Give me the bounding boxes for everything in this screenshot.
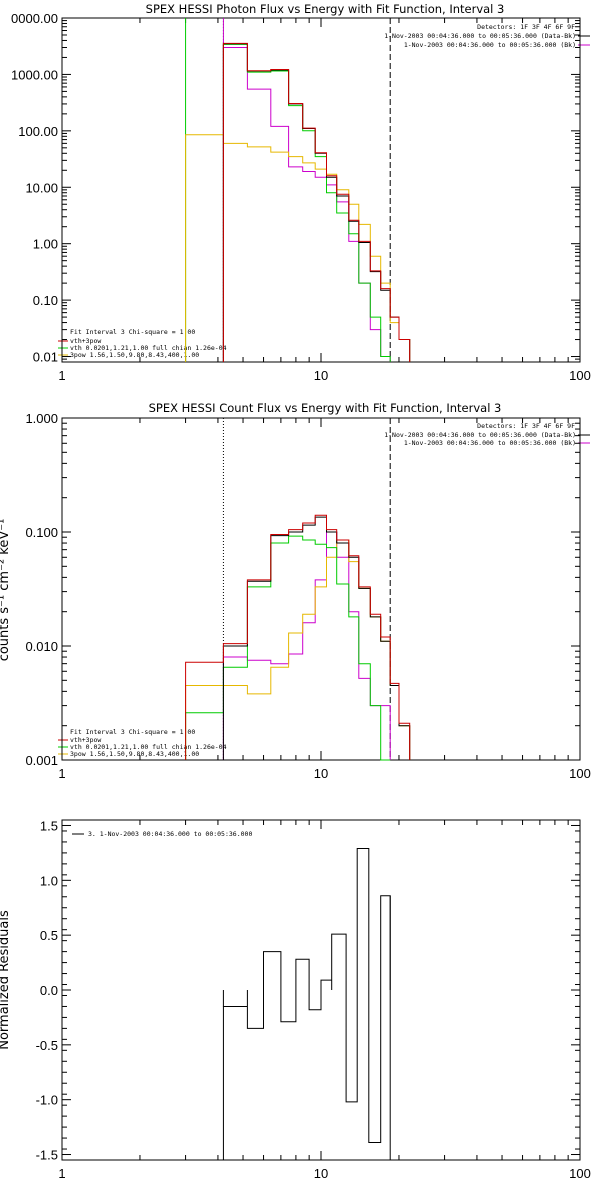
series-line-1 <box>185 514 411 760</box>
plot-area-2: 1 10 100 -1.5 -1.0 -0.5 0.0 0.5 1.0 1.5 <box>36 818 591 1181</box>
photon-bk-label: 1-Nov-2003 00:04:36.000 to 00:05:36.000 … <box>404 41 576 49</box>
y-tick-label: 100.00 <box>18 124 58 139</box>
y-tick-label: -1.5 <box>36 1148 58 1163</box>
x-tick-label: 10 <box>314 766 328 781</box>
x-tick-label: 100 <box>569 1166 591 1181</box>
series-line-0 <box>222 43 411 362</box>
residuals-y-label: Normalized Residuals <box>0 910 12 1050</box>
photon-fit-title: Fit Interval 3 Chi-square = 1.00 <box>70 328 195 336</box>
y-tick-label: 0.0 <box>40 983 58 998</box>
x-tick-label: 10 <box>314 368 328 383</box>
series-line-2 <box>222 43 391 362</box>
x-tick-label: 10 <box>314 1166 328 1181</box>
series-line-4 <box>222 531 391 760</box>
y-tick-label: 1.000 <box>25 411 58 426</box>
count-legend-total: vth+3pow <box>70 736 101 744</box>
photon-legend-3pow: 3pow 1.56,1.50,9.80,8.43,400,1.00 <box>70 351 199 359</box>
x-tick-label: 100 <box>569 766 591 781</box>
count-legend-vth: vth 0.0201,1.21,1.00 full chian 1.26e-04 <box>70 743 227 751</box>
count-detectors-label: Detectors: 1F 3F 4F 6F 9F <box>477 422 575 430</box>
photon-legend-total: vth+3pow <box>70 337 101 345</box>
y-tick-label: 10.00 <box>25 180 58 195</box>
y-tick-label: -1.0 <box>36 1093 58 1108</box>
residuals-legend: 3. 1-Nov-2003 00:04:36.000 to 00:05:36.0… <box>88 830 252 838</box>
y-tick-label: 1.00 <box>33 237 58 252</box>
series-line-3 <box>185 539 411 760</box>
count-fit-title: Fit Interval 3 Chi-square = 1.00 <box>70 728 195 736</box>
y-tick-label: 0.010 <box>25 639 58 654</box>
y-tick-label: 0.01 <box>33 350 58 365</box>
plot-frame <box>61 417 581 761</box>
y-tick-label: 0000.00 <box>11 11 58 26</box>
y-tick-label: 0.001 <box>25 753 58 768</box>
x-tick-label: 1 <box>58 1166 65 1181</box>
photon-flux-panel: SPEX HESSI Photon Flux vs Energy with Fi… <box>58 2 590 359</box>
count-data-bk-label: 1-Nov-2003 00:04:36.000 to 00:05:36.000 … <box>384 431 576 439</box>
plot-area-1: 1 10 100 0.001 0.010 0.100 1.000 <box>25 411 590 781</box>
series-line-3 <box>185 134 411 362</box>
y-tick-label: -0.5 <box>36 1038 58 1053</box>
x-tick-label: 100 <box>569 368 591 383</box>
photon-data-bk-label: 1-Nov-2003 00:04:36.000 to 00:05:36.000 … <box>384 32 576 40</box>
count-flux-y-label: counts s⁻¹ cm⁻² keV⁻¹ <box>0 519 12 662</box>
y-tick-label: 1.5 <box>40 818 58 833</box>
plot-frame <box>61 17 581 363</box>
series-line-4 <box>222 47 391 362</box>
plot-area-0: 1 10 100 0.01 0.10 1.00 10.00 100.00 1000.00 0000… <box>11 11 591 383</box>
y-tick-label: 0.10 <box>33 293 58 308</box>
photon-detectors-label: Detectors: 1F 3F 4F 6F 9F <box>477 23 575 31</box>
x-tick-label: 1 <box>58 368 65 383</box>
y-tick-label: 0.100 <box>25 525 58 540</box>
residuals-panel: Normalized Residuals 3. 1-Nov-2003 00:04… <box>0 830 252 1050</box>
photon-legend-vth: vth 0.0201,1.21,1.00 full chian 1.26e-04 <box>70 344 227 352</box>
series-line-1 <box>222 42 411 362</box>
count-legend-3pow: 3pow 1.56,1.50,9.80,8.43,400,1.00 <box>70 750 199 758</box>
y-tick-label: 0.5 <box>40 928 58 943</box>
y-tick-label: 1.0 <box>40 873 58 888</box>
count-flux-title: SPEX HESSI Count Flux vs Energy with Fit… <box>149 401 502 415</box>
count-flux-panel: SPEX HESSI Count Flux vs Energy with Fit… <box>0 401 590 758</box>
count-bk-label: 1-Nov-2003 00:04:36.000 to 00:05:36.000 … <box>404 439 576 447</box>
series-line-2 <box>185 535 391 761</box>
x-tick-label: 1 <box>58 766 65 781</box>
residual-bars <box>222 848 391 1143</box>
y-tick-label: 1000.00 <box>11 67 58 82</box>
photon-flux-title: SPEX HESSI Photon Flux vs Energy with Fi… <box>146 2 505 16</box>
series-line-0 <box>222 516 411 760</box>
